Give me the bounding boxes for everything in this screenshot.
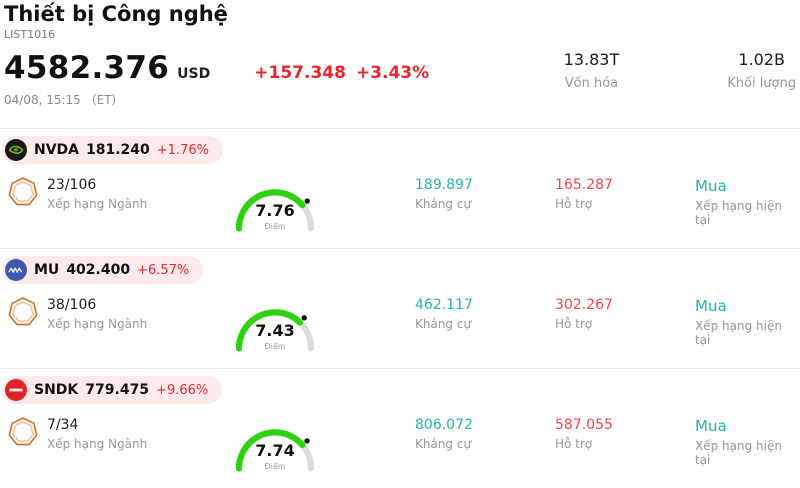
- index-price: 4582.376: [4, 50, 170, 87]
- score-gauge: 7.74 Điểm: [230, 417, 320, 475]
- rating-label: Xếp hạng hiện tại: [695, 319, 782, 347]
- rating-value: Mua: [695, 177, 727, 195]
- rank-label: Xếp hạng Ngành: [47, 317, 148, 331]
- support-value: 165.287: [555, 177, 613, 193]
- header-stats: 13.83T Vốn hóa 1.02B Khối lượng: [564, 50, 796, 91]
- resistance-label: Kháng cự: [415, 197, 472, 211]
- stock-change: +6.57%: [137, 262, 190, 278]
- score-unit-label: Điểm: [264, 462, 286, 471]
- rank-text: 23/106 Xếp hạng Ngành: [47, 177, 147, 235]
- micron-logo-icon: [5, 259, 27, 281]
- quote-timestamp: 04/08, 15:15 （ET）: [4, 93, 124, 108]
- stock-pill-mu[interactable]: MU 402.400 +6.57%: [2, 256, 204, 284]
- stock-change: +9.66%: [156, 382, 209, 398]
- rating-column: Mua Xếp hạng hiện tại: [640, 417, 800, 475]
- support-label: Hỗ trợ: [555, 437, 593, 451]
- resistance-value: 806.072: [415, 417, 473, 433]
- score-value: 7.74: [255, 441, 295, 460]
- change-absolute: +157.348: [254, 63, 346, 84]
- market-cap-label: Vốn hóa: [564, 76, 619, 91]
- volume-stat: 1.02B Khối lượng: [727, 50, 796, 91]
- rank-column: 7/34 Xếp hạng Ngành: [0, 417, 190, 475]
- stock-pill-sndk[interactable]: SNDK 779.475 +9.66%: [2, 376, 223, 404]
- index-change: +157.348 +3.43%: [254, 63, 429, 83]
- volume-value: 1.02B: [738, 50, 785, 69]
- rank-value: 7/34: [47, 417, 79, 433]
- gauge-column: 7.74 Điểm: [190, 417, 360, 475]
- rank-column: 38/106 Xếp hạng Ngành: [0, 297, 190, 355]
- stock-section-mu: MU 402.400 +6.57% 38/106 Xếp hạng Ngành …: [0, 248, 800, 368]
- support-label: Hỗ trợ: [555, 317, 593, 331]
- gauge-column: 7.76 Điểm: [190, 177, 360, 235]
- rank-text: 7/34 Xếp hạng Ngành: [47, 417, 147, 475]
- score-gauge-arc: [235, 309, 315, 352]
- score-unit-label: Điểm: [264, 222, 286, 231]
- stock-price: 181.240: [86, 142, 150, 158]
- price-row: 4582.376 USD +157.348 +3.43%: [4, 50, 796, 86]
- rank-value: 23/106: [47, 177, 97, 193]
- resistance-value: 189.897: [415, 177, 473, 193]
- stock-row: 38/106 Xếp hạng Ngành 7.43 Điểm 462.117 …: [0, 297, 800, 355]
- support-value: 302.267: [555, 297, 613, 313]
- list-id: LIST1016: [4, 28, 56, 42]
- currency-label: USD: [177, 66, 211, 83]
- stock-pill-nvda[interactable]: NVDA 181.240 +1.76%: [2, 136, 223, 164]
- nvidia-logo-icon: [5, 139, 27, 161]
- rank-label: Xếp hạng Ngành: [47, 197, 148, 211]
- score-gauge-arc: [235, 429, 315, 472]
- stock-change: +1.76%: [156, 142, 209, 158]
- rank-label: Xếp hạng Ngành: [47, 437, 148, 451]
- resistance-label: Kháng cự: [415, 437, 472, 451]
- score-gauge: 7.43 Điểm: [230, 297, 320, 355]
- rating-column: Mua Xếp hạng hiện tại: [640, 297, 800, 355]
- rank-column: 23/106 Xếp hạng Ngành: [0, 177, 190, 235]
- rank-text: 38/106 Xếp hạng Ngành: [47, 297, 147, 355]
- support-column: 587.055 Hỗ trợ: [500, 417, 640, 475]
- stock-section-sndk: SNDK 779.475 +9.66% 7/34 Xếp hạng Ngành …: [0, 368, 800, 488]
- volume-label: Khối lượng: [727, 76, 796, 91]
- stock-price: 779.475: [85, 382, 150, 398]
- score-gauge-arc: [235, 189, 315, 232]
- stock-row: 7/34 Xếp hạng Ngành 7.74 Điểm 806.072 Kh…: [0, 417, 800, 475]
- rank-badge-icon: [8, 417, 38, 446]
- rating-label: Xếp hạng hiện tại: [695, 199, 782, 227]
- rating-column: Mua Xếp hạng hiện tại: [640, 177, 800, 235]
- stock-section-nvda: NVDA 181.240 +1.76% 23/106 Xếp hạng Ngàn…: [0, 128, 800, 248]
- support-value: 587.055: [555, 417, 613, 433]
- market-cap-value: 13.83T: [563, 50, 620, 69]
- resistance-label: Kháng cự: [415, 317, 472, 331]
- ticker: SNDK: [34, 382, 79, 398]
- score-value: 7.76: [255, 201, 295, 220]
- score-unit-label: Điểm: [264, 342, 286, 351]
- change-percent: +3.43%: [355, 63, 430, 84]
- resistance-column: 189.897 Kháng cự: [360, 177, 500, 235]
- ticker: NVDA: [34, 142, 80, 158]
- rating-value: Mua: [695, 297, 727, 315]
- resistance-column: 806.072 Kháng cự: [360, 417, 500, 475]
- support-column: 165.287 Hỗ trợ: [500, 177, 640, 235]
- gauge-column: 7.43 Điểm: [190, 297, 360, 355]
- resistance-column: 462.117 Kháng cự: [360, 297, 500, 355]
- sandisk-logo-icon: [5, 379, 27, 401]
- score-gauge: 7.76 Điểm: [230, 177, 320, 235]
- sector-header: Thiết bị Công nghệ LIST1016 4582.376 USD…: [0, 0, 800, 128]
- rank-badge-icon: [8, 177, 38, 206]
- rating-value: Mua: [695, 417, 727, 435]
- stock-price: 402.400: [66, 262, 131, 278]
- ticker: MU: [34, 262, 60, 278]
- rank-badge-icon: [8, 297, 38, 326]
- market-cap-stat: 13.83T Vốn hóa: [564, 50, 620, 91]
- resistance-value: 462.117: [415, 297, 473, 313]
- support-column: 302.267 Hỗ trợ: [500, 297, 640, 355]
- page-title: Thiết bị Công nghệ: [4, 2, 228, 26]
- rank-value: 38/106: [47, 297, 97, 313]
- score-value: 7.43: [255, 321, 295, 340]
- stock-row: 23/106 Xếp hạng Ngành 7.76 Điểm 189.897 …: [0, 177, 800, 235]
- rating-label: Xếp hạng hiện tại: [695, 439, 782, 467]
- support-label: Hỗ trợ: [555, 197, 593, 211]
